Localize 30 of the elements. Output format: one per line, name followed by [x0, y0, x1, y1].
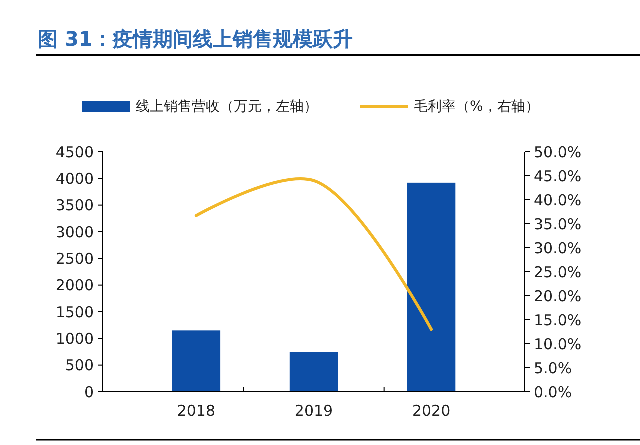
y2-tick-label: 5.0%	[534, 359, 572, 378]
y-tick-label: 4000	[56, 170, 94, 188]
y2-tick-label: 0.0%	[534, 383, 572, 402]
y-tick-label: 1500	[56, 303, 94, 322]
legend-label: 线上销售营收（万元，左轴）	[136, 99, 318, 115]
y2-tick-label: 50.0%	[534, 143, 582, 162]
y2-tick-label: 45.0%	[534, 167, 582, 186]
y-tick-label: 0	[84, 383, 94, 402]
bar	[172, 330, 221, 392]
y-tick-label: 3000	[56, 223, 94, 242]
legend-label: 毛利率（%，右轴）	[414, 99, 540, 115]
x-tick-label: 2018	[177, 402, 216, 420]
y-tick-label: 500	[65, 356, 94, 375]
y2-tick-label: 15.0%	[534, 311, 582, 330]
y-tick-label: 2000	[56, 276, 94, 295]
y2-tick-label: 25.0%	[534, 263, 582, 282]
y2-tick-label: 20.0%	[534, 287, 582, 306]
chart-title: 图 31：疫情期间线上销售规模跃升	[38, 27, 353, 51]
y2-tick-label: 40.0%	[534, 191, 582, 210]
y2-tick-label: 35.0%	[534, 215, 582, 234]
bar	[290, 352, 338, 392]
y2-tick-label: 10.0%	[534, 335, 582, 354]
y-tick-label: 1000	[56, 330, 94, 348]
y-tick-label: 4500	[56, 143, 94, 162]
y2-tick-label: 30.0%	[534, 239, 582, 258]
y-tick-label: 2500	[56, 250, 94, 268]
bar	[407, 182, 456, 392]
x-tick-label: 2020	[412, 402, 451, 420]
x-tick-label: 2019	[294, 402, 334, 420]
y-tick-label: 3500	[56, 196, 94, 215]
